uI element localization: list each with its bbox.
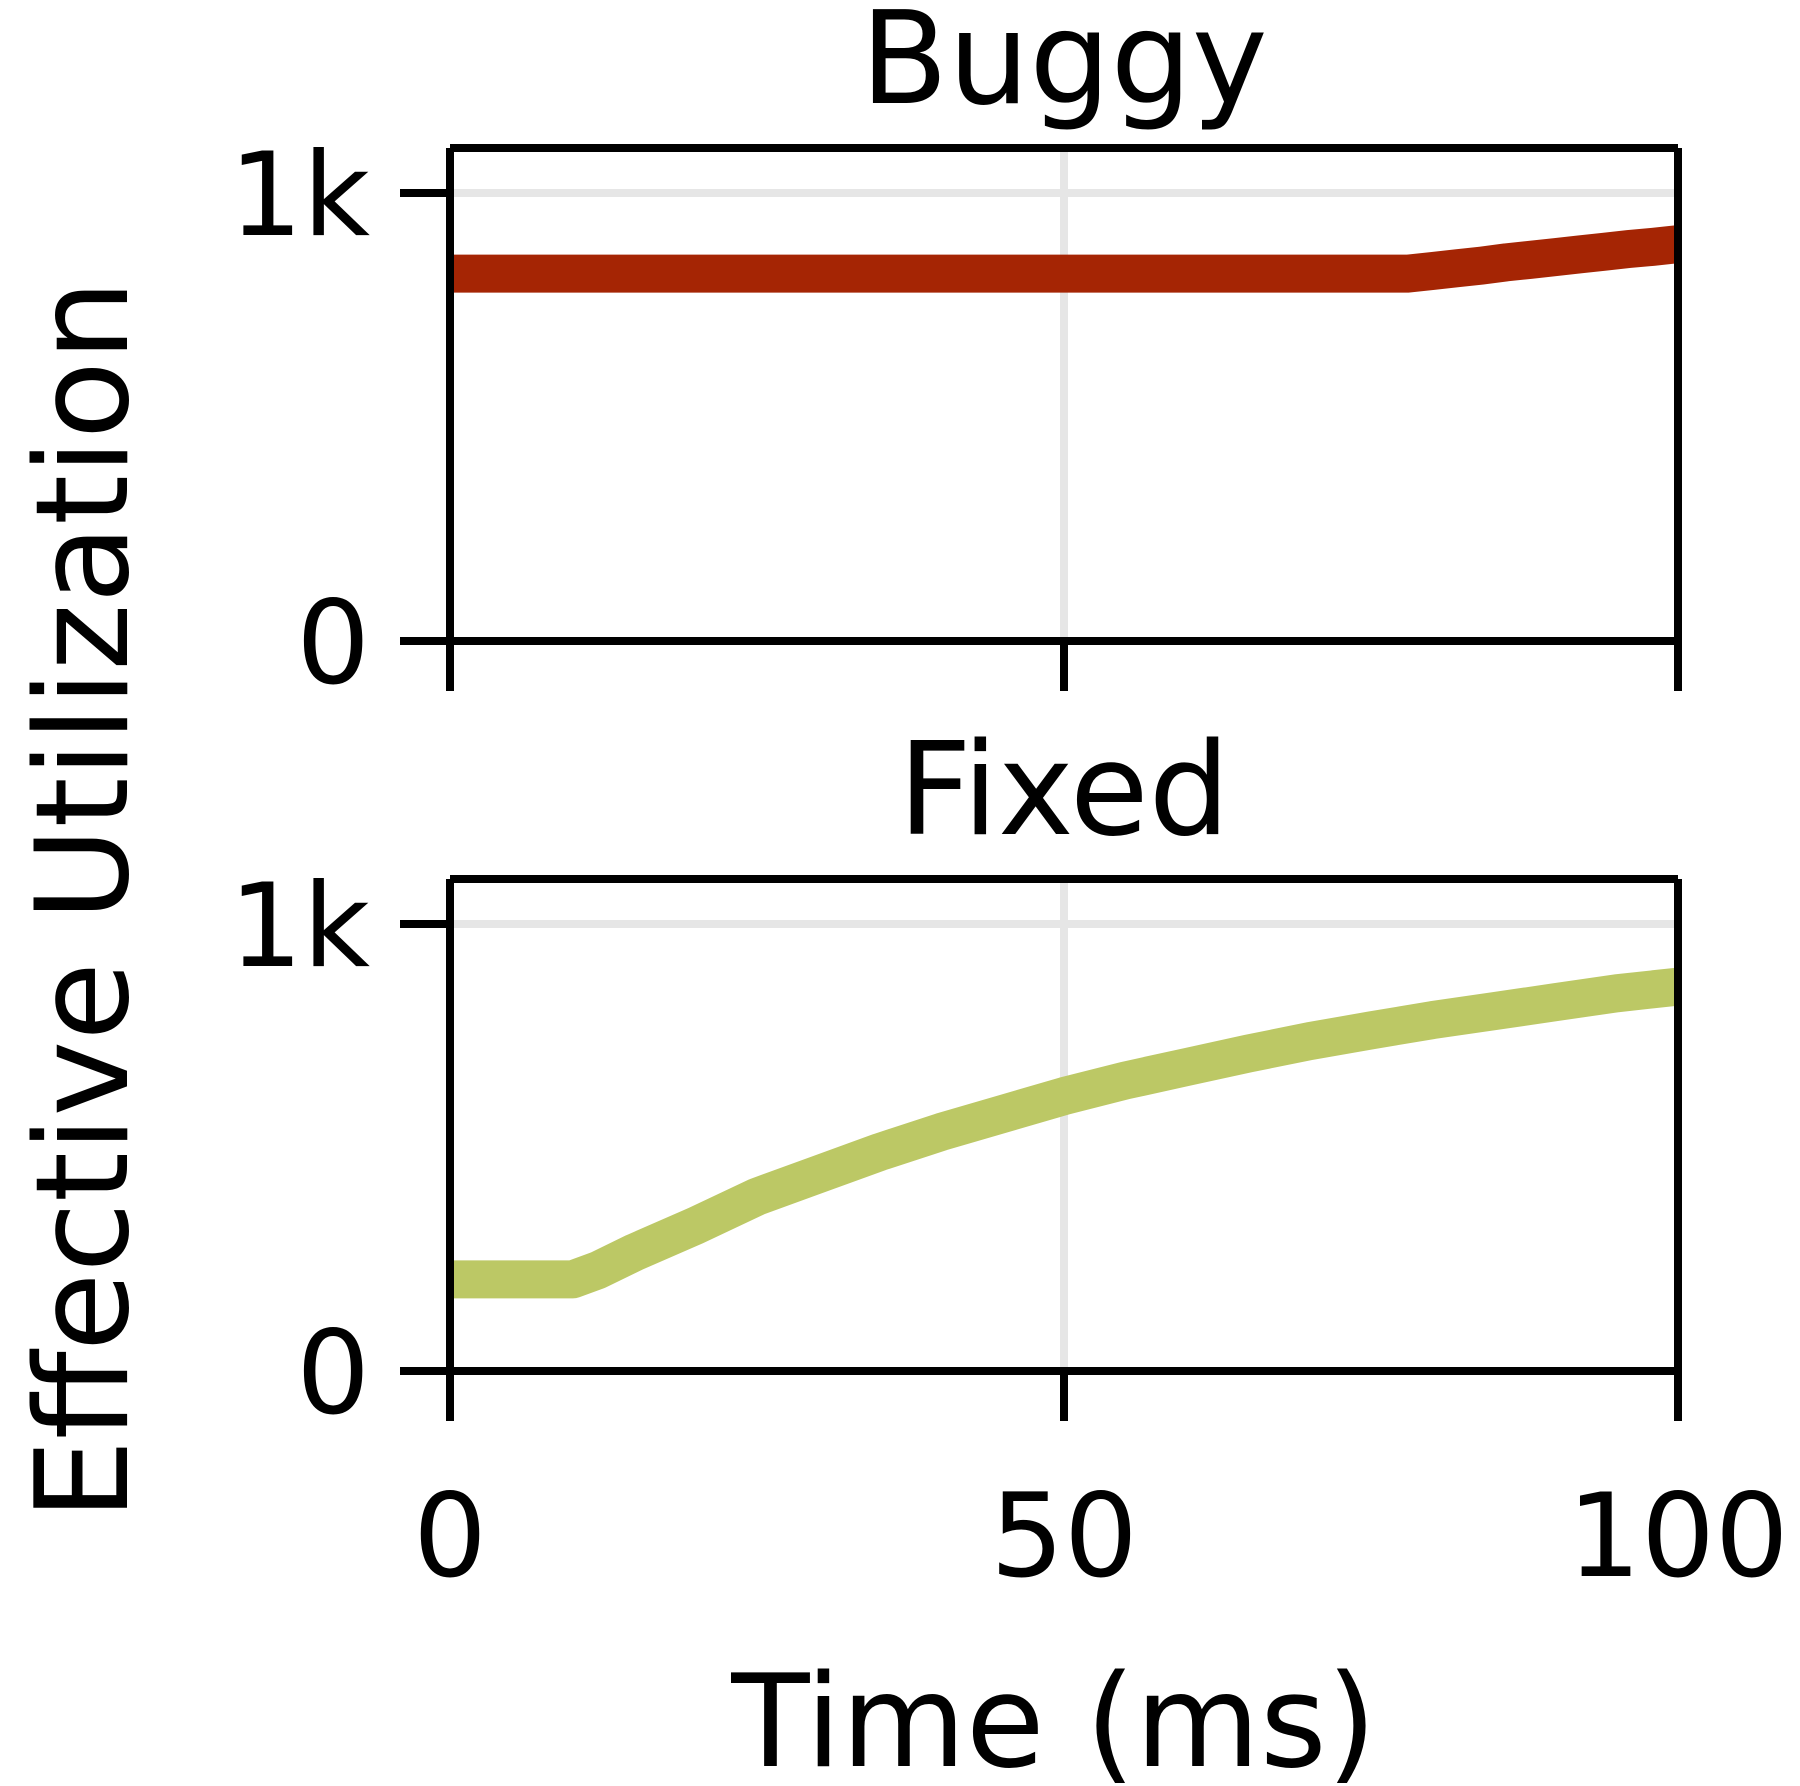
subplot-title: Buggy <box>860 0 1267 134</box>
y-tick-label: 0 <box>296 1306 370 1441</box>
series-line <box>450 967 1681 1299</box>
y-tick-label: 1k <box>229 128 370 263</box>
subplot-2: Fixed 0 1k 0 50 100 <box>229 716 1789 1604</box>
x-tick-label: 0 <box>413 1469 487 1604</box>
series-line <box>450 225 1681 293</box>
y-tick-label: 0 <box>296 576 370 711</box>
subplot-title: Fixed <box>898 716 1230 865</box>
x-axis-label: Time (ms) <box>730 1648 1376 1786</box>
y-tick-label: 1k <box>229 859 370 994</box>
subplot-1: Buggy 0 1k <box>229 0 1682 711</box>
subplot-panels: Buggy 0 1k Fixed 0 1k 0 50 100 <box>229 0 1789 1604</box>
x-tick-label: 100 <box>1567 1469 1788 1604</box>
x-tick-label: 50 <box>990 1469 1138 1604</box>
y-axis-label: Effective Utilization <box>9 280 158 1521</box>
